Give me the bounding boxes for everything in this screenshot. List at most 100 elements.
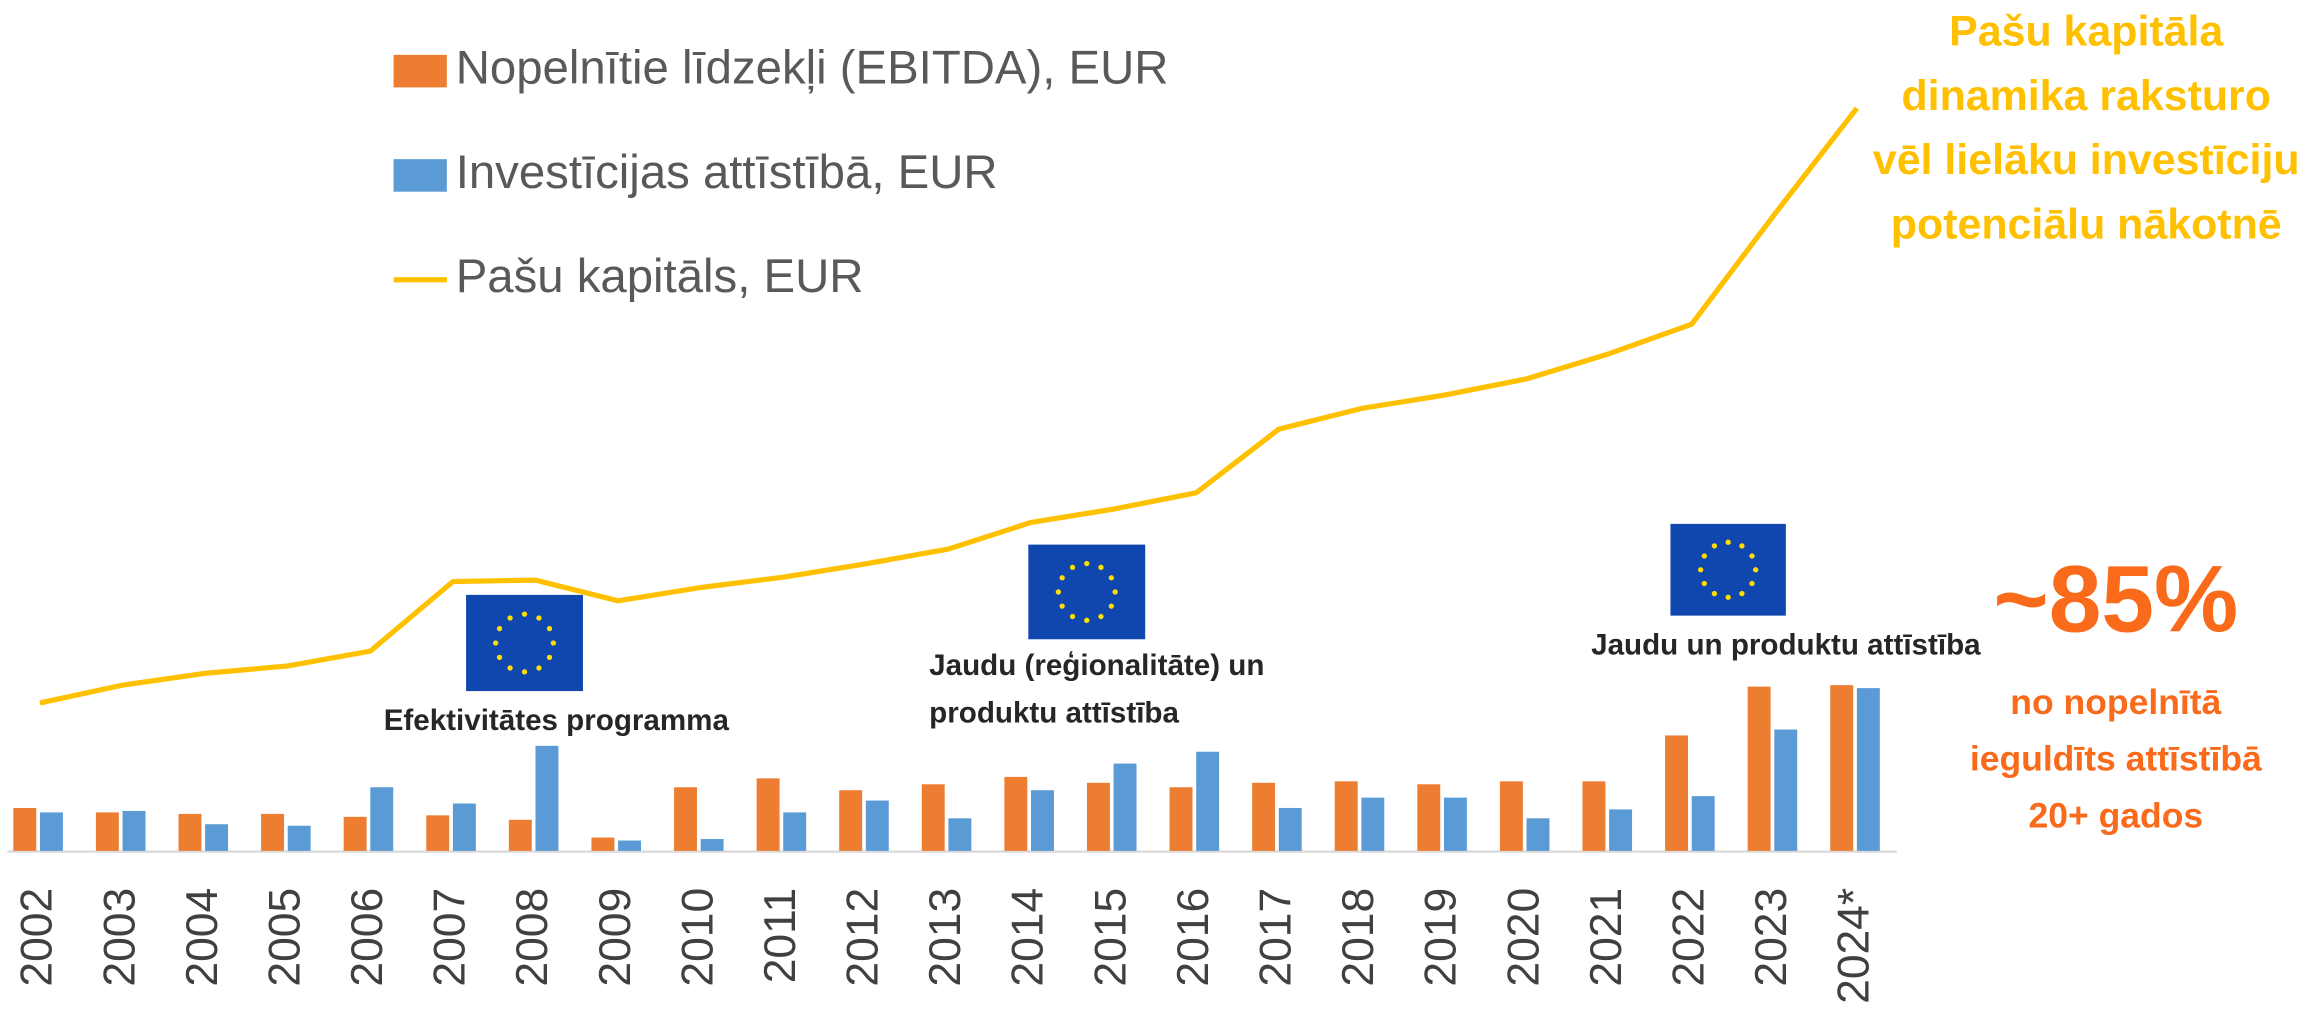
flag-star <box>493 640 499 646</box>
flag-star <box>550 640 557 646</box>
bar <box>948 818 972 851</box>
bar <box>1856 688 1880 851</box>
flag-star <box>1069 613 1076 620</box>
bar <box>13 807 37 851</box>
bar <box>1252 782 1276 851</box>
flag-star <box>1701 580 1707 587</box>
flag-star <box>1059 575 1065 581</box>
x-tick-label: 2012 <box>839 888 888 987</box>
flag-star <box>536 615 542 621</box>
eu-flag <box>1670 523 1786 616</box>
x-tick-label: 2022 <box>1664 888 1713 987</box>
flag-star <box>1069 564 1076 570</box>
flag-star <box>536 665 542 671</box>
flag-star <box>546 625 553 632</box>
bar <box>205 824 229 851</box>
x-tick-label: 2003 <box>95 888 144 987</box>
flag-star <box>507 665 513 671</box>
flag-star <box>1084 617 1090 624</box>
bar <box>1499 781 1523 851</box>
x-tick-label: 2013 <box>921 888 970 987</box>
bar <box>591 837 615 851</box>
bar <box>1830 685 1854 851</box>
annotation: Jaudu un produktu attīstība <box>1591 628 1981 661</box>
flag-star <box>496 625 503 632</box>
x-tick-label: 2015 <box>1086 888 1135 987</box>
bar <box>343 816 367 851</box>
flag-star <box>1098 613 1104 620</box>
line <box>39 106 1859 706</box>
flag-star <box>1739 543 1745 549</box>
bar <box>122 810 146 851</box>
x-tick-label: 2021 <box>1582 888 1631 987</box>
flag-star <box>1725 539 1731 545</box>
bar <box>261 813 285 851</box>
flag-star <box>1098 564 1104 570</box>
legend-swatch <box>393 54 447 88</box>
x-tick-label: 2005 <box>260 888 309 987</box>
bar <box>783 812 807 851</box>
share-value: ~85% <box>1993 547 2238 653</box>
share-note: ieguldīts attīstībā <box>1970 739 2262 779</box>
bar <box>1031 790 1054 851</box>
bar <box>674 787 697 851</box>
bar <box>452 803 476 851</box>
equity-note: vēl lielāku investīciju <box>1873 136 2300 184</box>
share-note: no nopelnītā <box>2010 682 2221 722</box>
bar <box>1526 818 1550 851</box>
bar <box>1004 776 1028 851</box>
flag-star <box>1753 567 1759 573</box>
bar <box>1361 797 1385 851</box>
flag-star <box>496 654 503 661</box>
x-tick-label: 2024* <box>1830 888 1879 1004</box>
x-tick-label: 2008 <box>508 888 557 987</box>
annotation: Efektivitātes programma <box>384 704 730 737</box>
bar <box>39 812 63 851</box>
flag-star <box>1697 567 1704 573</box>
bar <box>426 815 450 851</box>
x-tick-label: 2010 <box>673 888 722 987</box>
x-tick-label: 2023 <box>1747 888 1796 987</box>
bar <box>1334 781 1358 851</box>
flag-star <box>1055 589 1062 595</box>
flag-star <box>1749 580 1755 587</box>
equity-note: potenciālu nākotnē <box>1891 201 2282 249</box>
x-tick-label: 2020 <box>1499 888 1548 987</box>
bar <box>1747 686 1771 851</box>
bar <box>1443 797 1467 851</box>
bar <box>700 839 724 851</box>
bar <box>756 778 780 851</box>
flag-star <box>1749 553 1755 559</box>
share-note: 20+ gados <box>2029 796 2204 836</box>
flag-star <box>1112 589 1118 595</box>
flag-star <box>1108 575 1115 581</box>
legend-swatch <box>393 159 447 192</box>
flag-star <box>1084 560 1090 567</box>
flag-star <box>1108 603 1115 609</box>
flag-star <box>1059 603 1065 609</box>
bar <box>865 800 889 851</box>
flag-star <box>546 654 553 661</box>
bar <box>1113 763 1137 851</box>
x-tick-label: 2007 <box>426 888 475 987</box>
x-tick-label: 2018 <box>1334 888 1383 987</box>
bar <box>1417 784 1441 851</box>
x-tick-label: 2017 <box>1251 888 1300 987</box>
flag-star <box>1701 553 1707 559</box>
x-tick-label: 2002 <box>13 888 62 987</box>
x-tick-label: 2004 <box>178 888 227 987</box>
bar <box>618 840 641 851</box>
legend-label: Nopelnītie līdzekļi (EBITDA), EUR <box>456 42 1169 95</box>
flag-star <box>521 669 528 675</box>
flag-star <box>1711 590 1718 597</box>
bar <box>1582 781 1606 851</box>
flag-star <box>1711 543 1718 549</box>
eu-flag <box>1028 544 1146 640</box>
bar <box>921 784 945 851</box>
bar <box>1196 751 1220 851</box>
equity-note: Pašu kapitāla <box>1949 7 2224 55</box>
flag-star <box>1725 594 1731 600</box>
bar <box>1774 729 1798 851</box>
